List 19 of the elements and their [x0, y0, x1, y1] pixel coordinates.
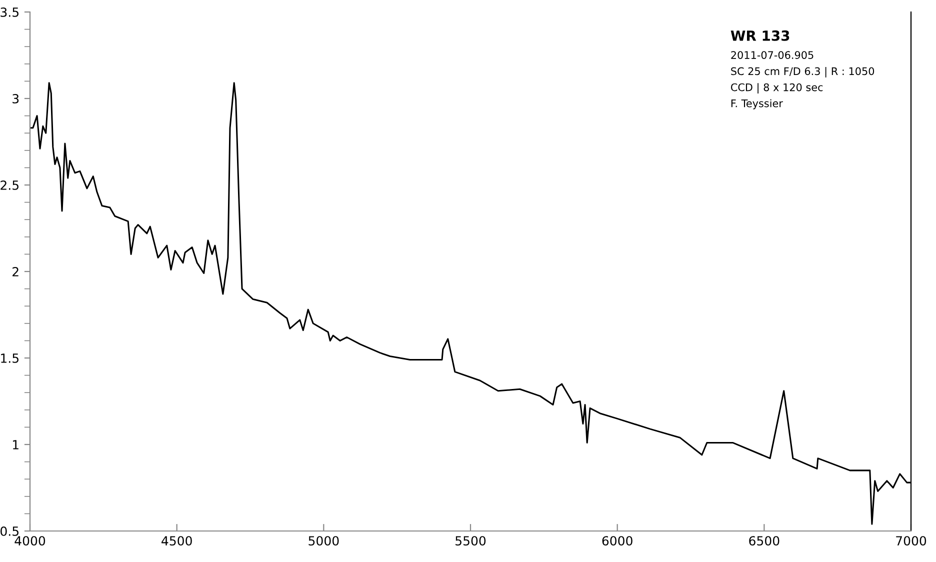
x-tick-label: 7000	[896, 536, 926, 546]
annotation: F. Teyssier	[731, 99, 783, 110]
x-tick-label: 5500	[456, 536, 486, 546]
annotation: SC 25 cm F/D 6.3 | R : 1050	[731, 67, 874, 78]
y-tick-label: 1	[13, 440, 18, 450]
y-tick-label: 2.5	[0, 180, 18, 190]
x-tick-label: 6000	[602, 536, 632, 546]
x-tick-label: 4500	[162, 536, 192, 546]
annotation: CCD | 8 x 120 sec	[730, 83, 823, 94]
annotation: 2011-07-06.905	[731, 51, 814, 59]
y-tick-label: 0.5	[0, 526, 18, 536]
y-tick-label: 3.5	[0, 7, 18, 17]
y-tick-label: 2	[12, 266, 18, 276]
y-tick-label: 1.5	[1, 354, 18, 363]
x-tick-label: 5000	[308, 536, 339, 546]
x-tick-label: 6500	[749, 536, 780, 546]
y-tick-label: 3	[12, 94, 19, 104]
text: WR 133	[730, 30, 790, 41]
x-tick-label: 4000	[14, 536, 46, 546]
